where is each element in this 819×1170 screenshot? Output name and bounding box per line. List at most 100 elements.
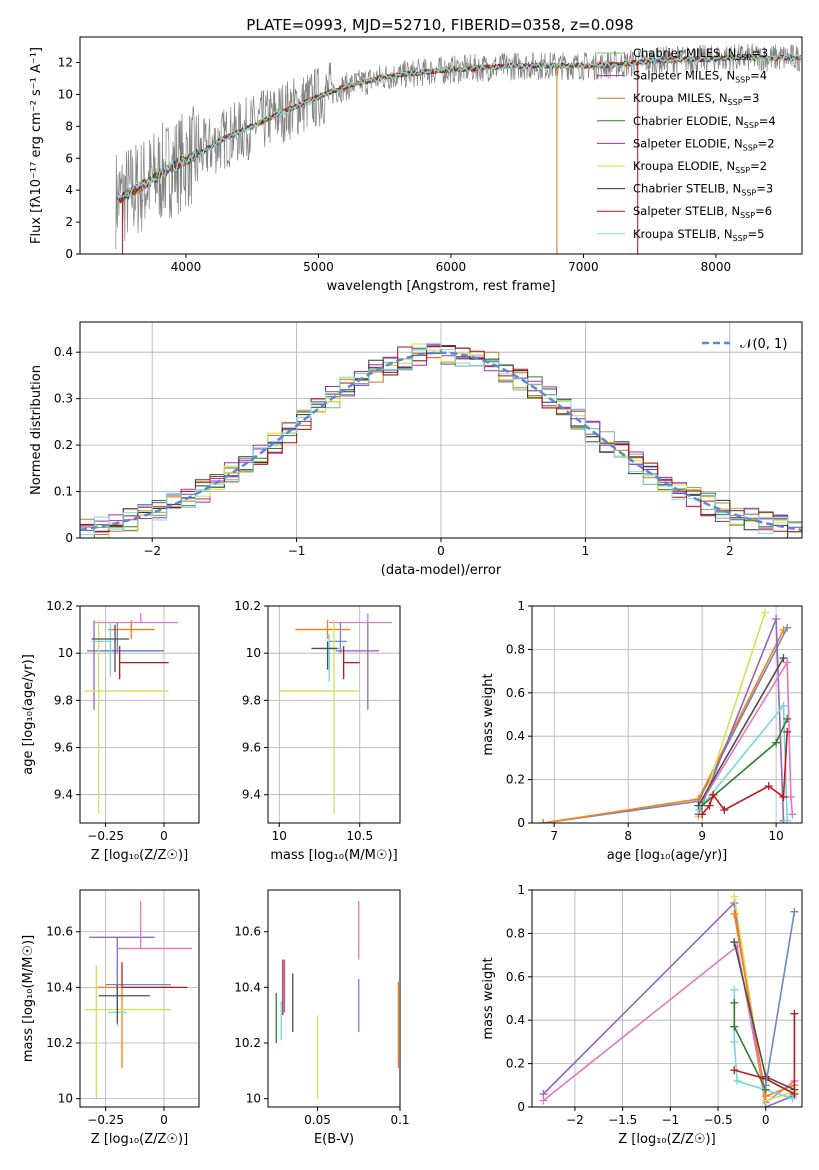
y-axis-label: mass weight — [481, 673, 496, 755]
y-tick-label: 6 — [65, 151, 73, 165]
legend-entry-count: =6 — [755, 204, 772, 218]
weight-line — [734, 1013, 796, 1096]
legend: 𝒩(0, 1) — [702, 337, 787, 352]
x-tick-label: 0 — [437, 544, 445, 558]
weight-marker — [779, 654, 788, 663]
weight-marker — [730, 892, 739, 901]
y-tick-label: 0.2 — [506, 1057, 525, 1071]
errorbar-point — [98, 984, 150, 1024]
y-tick-label: 0.2 — [506, 773, 525, 787]
legend-entry-label: Salpeter ELODIE, N — [633, 136, 743, 150]
legend-entry-label: Kroupa STELIB, N — [633, 227, 733, 241]
y-tick-label: 10.4 — [46, 980, 73, 994]
y-axis-label: mass [log₁₀(M/M☉)] — [21, 935, 36, 1062]
weight-marker — [779, 625, 788, 634]
plot-area — [84, 613, 178, 814]
legend-entry-sub: SSP — [736, 53, 751, 62]
plot-area — [115, 43, 802, 254]
weight-marker — [730, 998, 739, 1007]
x-tick-label: −1.5 — [608, 1113, 637, 1127]
x-tick-label: −2 — [143, 544, 161, 558]
legend-entry: Kroupa MILES, NSSP=3 — [633, 91, 759, 107]
legend-entry-sub: SSP — [741, 189, 756, 198]
x-tick-label: 2 — [726, 544, 734, 558]
legend-entry-count: =5 — [748, 227, 765, 241]
weight-marker — [783, 714, 792, 723]
y-tick-label: 10.2 — [234, 1036, 261, 1050]
chart-mass-vs-Z: −0.25 0 10 10.2 10.4 10.6 Z [log₁₀(Z/Z☉)] mass … — [21, 889, 200, 1147]
x-axis-label: E(B-V) — [314, 1132, 354, 1147]
y-tick-label: 0.3 — [54, 392, 73, 406]
errorbar-point — [329, 613, 392, 624]
legend-entry: Salpeter MILES, NSSP=4 — [633, 69, 767, 85]
x-axis-label: age [log₁₀(age/yr)] — [607, 848, 728, 863]
plot-area — [539, 892, 799, 1107]
weight-marker — [783, 727, 792, 736]
weight-marker — [772, 615, 781, 624]
weight-marker — [720, 805, 729, 814]
y-tick-label: 10 — [58, 1092, 73, 1106]
legend-entry: Salpeter STELIB, NSSP=6 — [633, 204, 772, 220]
y-tick-label: 10.2 — [46, 1036, 73, 1050]
legend-entry-label: Chabrier ELODIE, N — [633, 114, 744, 128]
chart-mass-vs-ebv: 0.05 0.1 10 10.2 10.4 10.6 E(B-V) — [234, 889, 410, 1147]
y-tick-label: 9.6 — [54, 741, 73, 755]
y-tick-label: 0.6 — [506, 970, 525, 984]
x-axis-label: (data-model)/error — [381, 563, 502, 578]
weight-marker — [772, 738, 781, 747]
legend-entry-label: Salpeter MILES, N — [633, 69, 735, 83]
weight-marker — [761, 1081, 770, 1090]
residual-histogram — [80, 342, 802, 538]
x-axis-label: wavelength [Angstrom, rest frame] — [327, 279, 556, 294]
legend-label: 𝒩(0, 1) — [740, 337, 787, 352]
plot-area — [539, 608, 797, 823]
errorbar-point — [94, 622, 160, 654]
weight-marker — [788, 810, 797, 819]
y-tick-label: 0.2 — [54, 438, 73, 452]
x-tick-label: −0.25 — [87, 829, 124, 843]
y-tick-label: 1 — [517, 883, 525, 897]
axes-frame — [531, 605, 803, 824]
weight-line — [697, 612, 766, 817]
x-tick-label: −1 — [661, 1113, 679, 1127]
y-axis-label: age [log₁₀(age/yr)] — [21, 654, 36, 775]
legend-entry-label: Kroupa MILES, N — [633, 91, 728, 105]
errorbar-point — [119, 646, 169, 680]
x-tick-label: −2 — [566, 1113, 584, 1127]
chart-weight-vs-Z: −2 −1.5 −1 −0.5 0 0 0.2 0.4 0.6 0.8 1 Z [log₁₀(Z/Z☉… — [481, 883, 803, 1147]
y-tick-label: 9.6 — [242, 741, 261, 755]
model-spectrum — [116, 53, 802, 201]
y-tick-label: 8 — [65, 119, 73, 133]
weight-marker — [730, 909, 739, 918]
y-tick-label: 0 — [65, 531, 73, 545]
x-axis-label: mass [log₁₀(M/M☉)] — [270, 848, 397, 863]
weight-marker — [539, 1096, 548, 1105]
errorbar-point — [311, 641, 338, 670]
weight-marker — [786, 792, 795, 801]
legend-entry-count: =4 — [759, 114, 776, 128]
axes-frame — [79, 605, 200, 824]
x-tick-label: 0 — [762, 1113, 770, 1127]
figure-title: PLATE=0993, MJD=52710, FIBERID=0358, z=0… — [246, 16, 633, 34]
weight-marker — [790, 907, 799, 916]
y-tick-label: 10.6 — [46, 925, 73, 939]
legend-entry-count: =4 — [750, 69, 767, 83]
weight-marker — [694, 801, 703, 810]
errorbar-point — [84, 620, 169, 814]
legend-entry-sub: SSP — [735, 166, 750, 175]
y-tick-label: 10 — [58, 646, 73, 660]
weight-marker — [764, 782, 773, 791]
legend-entry-count: =3 — [756, 182, 773, 196]
errorbar-point — [117, 901, 192, 950]
y-tick-label: 12 — [58, 56, 73, 70]
plot-area — [275, 901, 400, 1099]
y-tick-label: 10 — [246, 646, 261, 660]
weight-marker — [788, 1094, 797, 1103]
legend-entry-count: =2 — [758, 136, 775, 150]
legend-entry: Kroupa STELIB, NSSP=5 — [633, 227, 764, 243]
observed-spectrum — [115, 43, 801, 250]
axes-frame — [79, 36, 803, 255]
weight-marker — [779, 792, 788, 801]
y-tick-label: 10 — [58, 87, 73, 101]
